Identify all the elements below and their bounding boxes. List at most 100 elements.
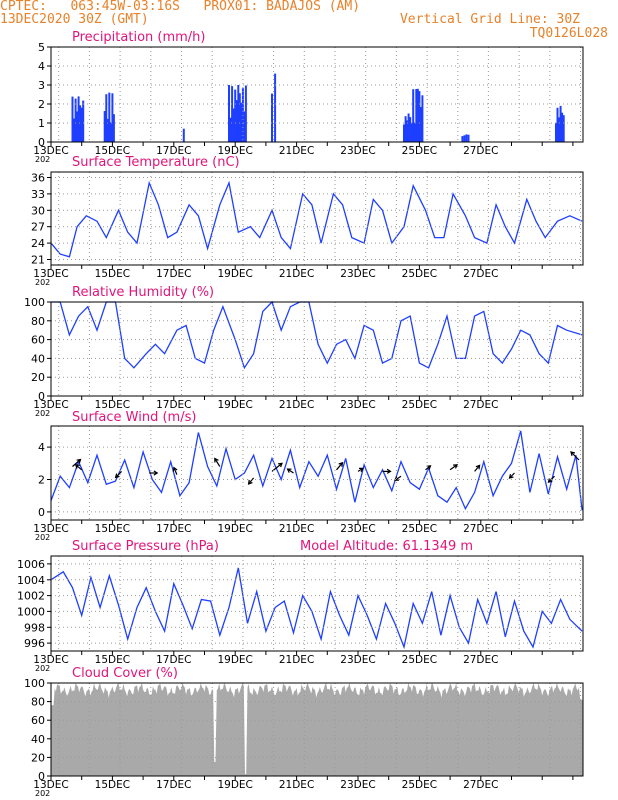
y-tick-label: 5 [38,41,45,54]
wind-vector-head [338,461,344,467]
precip-bar [410,123,413,142]
x-tick-label: 23DEC [340,654,375,666]
x-tick-label: 25DEC [402,268,437,280]
wind-vector-head [547,478,553,484]
x-tick-label: 27DEC [463,399,498,411]
precip-bar [413,122,416,142]
x-tick-label: 17DEC [156,523,191,535]
panel-frame [50,682,584,777]
y-tick-label: 60 [31,334,45,347]
x-tick-label: 13DEC [33,399,68,411]
wind-vector-head [394,476,400,481]
series-line [51,300,583,370]
y-tick-label: 24 [31,237,45,250]
x-tick-label: 19DEC [217,268,252,280]
x-tick-label: 19DEC [217,145,252,157]
x-tick-label: 17DEC [156,145,191,157]
precip-bar [467,134,470,142]
panel-title: Precipitation (mm/h) [72,30,205,45]
x-tick-label: 23DEC [340,268,375,280]
wind-vector-head [508,473,514,479]
wind-vector-head [359,467,365,473]
precip-bar [416,88,419,142]
x-year-label: 202 [35,533,50,542]
y-tick-label: 60 [31,714,45,727]
precip-bar [71,96,74,142]
x-tick-label: 25DEC [402,654,437,666]
y-tick-label: 30 [31,204,45,217]
y-tick-label: 996 [24,637,45,650]
wind-vector [72,459,81,467]
x-tick-label: 25DEC [402,779,437,791]
series-line [50,430,583,511]
precip-bar [238,93,241,142]
x-tick-label: 25DEC [402,145,437,157]
wind-vector [214,458,221,467]
wind-vector [570,451,580,461]
x-tick-label: 21DEC [279,268,314,280]
x-tick-label: 23DEC [340,523,375,535]
x-tick-label: 15DEC [95,268,130,280]
precip-bar [229,117,232,142]
x-tick-label: 25DEC [402,399,437,411]
precip-bar [556,107,559,142]
y-tick-label: 100 [24,677,45,690]
precip-bar [228,85,230,142]
y-tick-label: 1004 [17,574,45,587]
x-tick-label: 17DEC [156,654,191,666]
x-tick-label: 21DEC [279,145,314,157]
panel-frame [50,46,584,143]
y-tick-label: 0 [38,506,45,519]
y-tick-label: 1 [38,117,45,130]
y-tick-label: 36 [31,171,45,184]
x-tick-label: 23DEC [340,145,375,157]
precip-bar [232,108,235,142]
x-year-label: 202 [35,789,50,798]
precip-bar [274,73,277,142]
x-tick-label: 27DEC [463,523,498,535]
wind-vector-head [286,468,292,473]
panel-title: Surface Wind (m/s) [72,410,196,425]
x-tick-label: 17DEC [156,399,191,411]
wind-vector-head [172,466,178,472]
model-altitude: Model Altitude: 61.1349 m [300,539,473,554]
precip-bar [244,85,247,142]
x-tick-label: 19DEC [217,779,252,791]
wind-vector-head [278,462,283,468]
y-tick-label: 80 [31,315,45,328]
x-tick-label: 19DEC [217,399,252,411]
x-tick-label: 27DEC [463,779,498,791]
cloud-cover-area [51,683,583,776]
y-tick-label: 1006 [17,558,45,571]
header-line1: CPTEC: 063:45W-03:16S PROX01: BADAJOS (A… [0,0,361,14]
wind-vector-head [386,468,392,474]
precip-bar [77,96,80,142]
precip-bar [106,118,109,142]
x-tick-label: 27DEC [463,654,498,666]
x-year-label: 202 [35,155,50,164]
wind-vector-head [453,464,459,469]
wind-vector-head [76,458,82,464]
precip-bar [561,112,564,142]
x-tick-label: 25DEC [402,523,437,535]
header-line2-left: 13DEC2020 30Z (GMT) [0,12,149,27]
precip-bar [103,111,106,142]
y-tick-label: 0 [38,770,45,783]
x-tick-label: 27DEC [463,268,498,280]
x-tick-label: 23DEC [340,779,375,791]
precip-bar [235,100,238,142]
wind-vector [248,477,255,485]
precip-bar [73,118,75,142]
precip-bar [108,92,111,142]
y-tick-label: 0 [38,136,45,149]
precip-bar [105,94,108,142]
x-tick-label: 21DEC [279,523,314,535]
wind-vector-head [570,451,576,457]
panel-frame [50,171,584,266]
x-tick-label: 19DEC [217,523,252,535]
wind-vector-head [247,479,253,485]
y-tick-label: 1002 [17,590,45,603]
precip-bar [79,105,82,142]
precip-bar [182,128,185,142]
